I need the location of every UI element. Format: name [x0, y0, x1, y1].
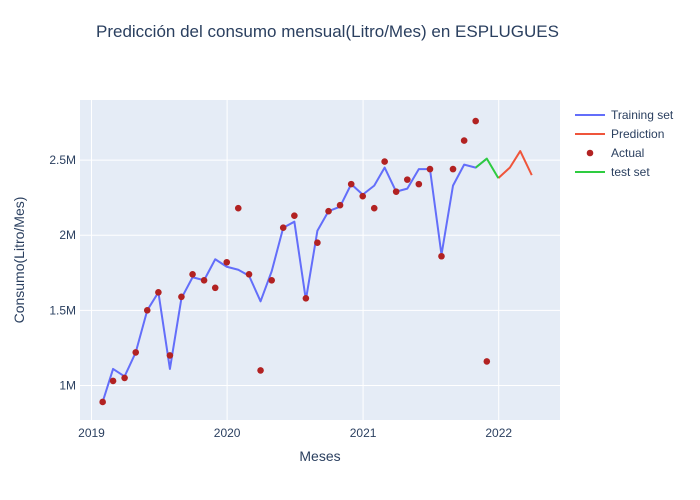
x-gridlines [91, 100, 500, 420]
x-tick-label: 2019 [78, 426, 105, 440]
data-point [325, 207, 332, 215]
data-point [279, 224, 287, 231]
data-point [245, 270, 253, 278]
data-point [178, 293, 185, 301]
y-tick-label: 2.5M [49, 153, 76, 167]
data-point [472, 117, 479, 125]
x-tick-label: 2021 [350, 426, 377, 440]
x-tick-label: 2020 [214, 426, 241, 440]
data-point [415, 180, 423, 188]
data-point [166, 352, 174, 359]
y-tick-label: 2M [59, 228, 76, 242]
legend[interactable]: Training set Prediction Actual test set [575, 108, 674, 179]
legend-item[interactable]: Prediction [575, 127, 664, 141]
data-point [268, 276, 276, 284]
data-point [132, 349, 140, 356]
data-point [336, 201, 344, 209]
data-point [359, 192, 367, 200]
series-layer [99, 117, 533, 406]
data-point [438, 252, 445, 260]
y-gridlines [80, 159, 560, 386]
legend-label: Actual [611, 146, 644, 160]
chart-title: Predicción del consumo mensual(Litro/Mes… [96, 22, 559, 41]
data-point [291, 212, 298, 219]
data-point [302, 295, 310, 302]
y-tick-label: 1.5M [49, 303, 76, 317]
data-point [223, 258, 231, 266]
y-tick-labels: 1M 1.5M 2M 2.5M [49, 153, 76, 392]
legend-item[interactable]: test set [575, 165, 650, 179]
data-point [200, 276, 208, 284]
data-point [189, 270, 196, 278]
data-point [314, 239, 321, 247]
series-line [101, 157, 488, 403]
data-point [257, 367, 264, 374]
series-line [497, 150, 533, 179]
data-point [155, 289, 162, 296]
y-axis-title: Consumo(Litro/Mes) [11, 197, 27, 324]
data-point [99, 398, 106, 406]
data-point [392, 188, 400, 195]
data-point [143, 307, 151, 314]
series-prediction [497, 150, 533, 179]
data-point [211, 284, 219, 292]
legend-label: test set [611, 165, 650, 179]
data-point [347, 180, 355, 188]
series-line [475, 157, 500, 179]
data-point [449, 165, 457, 173]
y-tick-label: 1M [59, 378, 76, 392]
plot-background [80, 100, 560, 420]
legend-item[interactable]: Training set [575, 108, 674, 122]
legend-swatch [586, 149, 594, 157]
x-axis-title: Meses [299, 448, 340, 464]
series-training-set [101, 157, 488, 403]
x-tick-label: 2022 [485, 426, 512, 440]
data-point [404, 176, 411, 183]
data-point [460, 137, 468, 144]
series-actual [99, 117, 491, 406]
legend-item[interactable]: Actual [586, 146, 645, 160]
x-tick-labels: 2019 2020 2021 2022 [78, 426, 512, 440]
data-point [109, 377, 117, 385]
data-point [381, 158, 388, 165]
data-point [234, 204, 242, 212]
data-point [121, 374, 128, 382]
legend-label: Prediction [611, 127, 664, 141]
data-point [370, 204, 378, 212]
data-point [426, 165, 434, 173]
data-point [483, 358, 491, 365]
series-test-set [475, 157, 500, 179]
legend-label: Training set [611, 108, 674, 122]
